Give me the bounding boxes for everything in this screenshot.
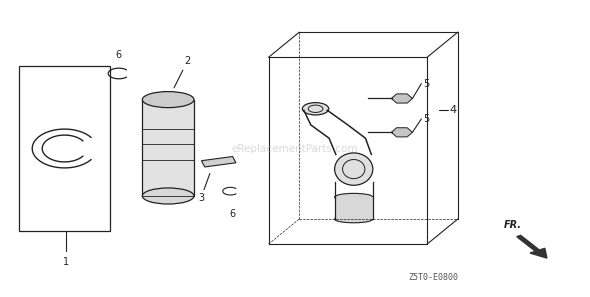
Text: Z5T0-E0800: Z5T0-E0800	[408, 273, 458, 282]
Bar	[201, 157, 236, 167]
Ellipse shape	[335, 193, 373, 201]
Ellipse shape	[142, 188, 194, 204]
FancyBboxPatch shape	[142, 99, 194, 196]
Text: 6: 6	[116, 50, 122, 60]
Bar	[335, 197, 373, 219]
Ellipse shape	[142, 91, 194, 108]
Ellipse shape	[335, 215, 373, 223]
Text: FR.: FR.	[504, 219, 522, 230]
Text: 1: 1	[63, 257, 69, 267]
Text: 6: 6	[229, 209, 235, 219]
Text: 4: 4	[450, 105, 457, 115]
Text: 5: 5	[423, 79, 430, 89]
FancyArrow shape	[517, 236, 547, 258]
Ellipse shape	[302, 102, 329, 115]
Text: eReplacementParts.com: eReplacementParts.com	[232, 143, 358, 154]
Text: 2: 2	[185, 56, 191, 66]
Text: 5: 5	[423, 114, 430, 124]
Ellipse shape	[335, 153, 373, 185]
Text: 3: 3	[198, 193, 204, 203]
Bar	[19, 66, 110, 231]
